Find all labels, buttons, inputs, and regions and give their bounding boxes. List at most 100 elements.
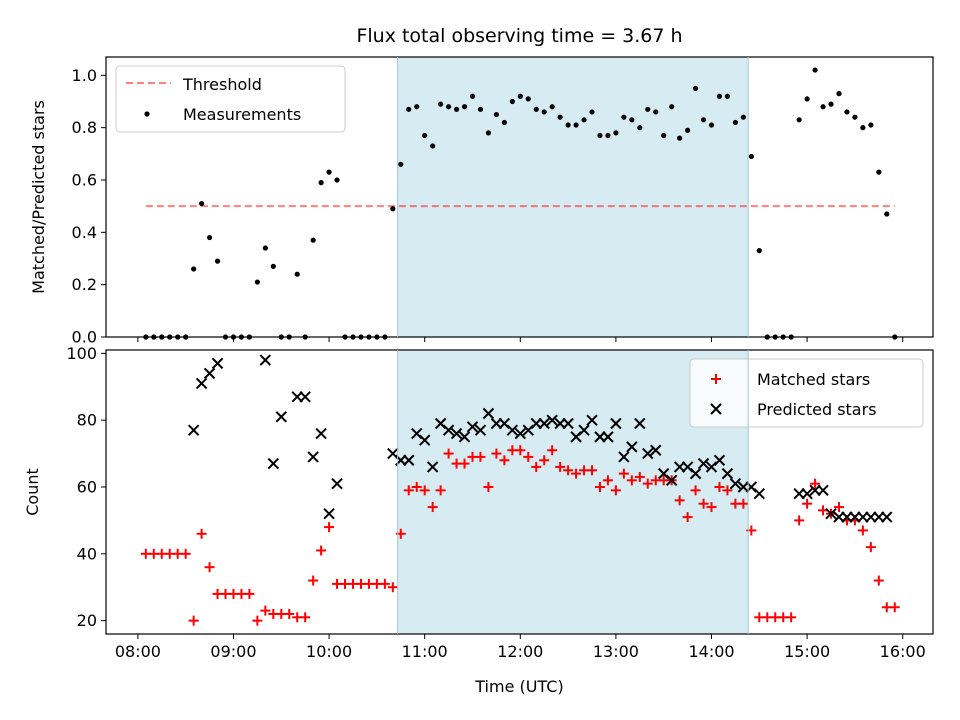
predicted-star-point — [578, 424, 590, 436]
y-tick-label: 40 — [77, 544, 97, 563]
predicted-star-point — [331, 477, 343, 490]
measurement-point — [645, 106, 651, 112]
measurement-point — [477, 106, 484, 112]
matched-star-point — [714, 481, 725, 492]
measurement-point — [724, 93, 731, 99]
measurement-point — [199, 200, 205, 207]
matched-star-point — [571, 468, 582, 479]
matched-star-point — [244, 588, 255, 599]
y-tick-label: 0.4 — [72, 223, 97, 242]
matched-star-point — [810, 478, 821, 489]
y-tick-label: 0.2 — [72, 275, 97, 294]
matched-star-point — [443, 448, 454, 459]
matched-star-point — [690, 485, 701, 496]
measurement-point — [613, 130, 619, 136]
predicted-star-point — [299, 391, 311, 403]
predicted-star-point — [458, 431, 471, 443]
matched-star-point — [610, 485, 621, 496]
x-tick-label: 08:00 — [115, 642, 161, 661]
matched-star-point — [722, 485, 733, 496]
measurement-point — [716, 93, 723, 99]
measurement-point — [597, 132, 603, 139]
matched-star-point — [523, 451, 534, 462]
measurement-point — [485, 130, 492, 136]
legend: Matched stars Predicted stars — [689, 358, 924, 428]
predicted-star-point — [817, 484, 829, 497]
matched-star-point — [427, 502, 438, 513]
matched-star-point — [475, 451, 486, 462]
predicted-star-point — [211, 357, 224, 370]
ratio-marks — [143, 67, 898, 340]
predicted-star-point — [618, 451, 630, 463]
predicted-star-point — [626, 441, 638, 453]
measurement-point — [661, 132, 667, 139]
measurement-point — [453, 106, 460, 112]
predicted-star-point — [506, 424, 519, 436]
predicted-star-point — [195, 377, 208, 390]
matched-star-point — [626, 475, 637, 486]
x-tick-label: 09:00 — [210, 642, 256, 661]
measurement-point — [214, 258, 221, 264]
y-tick-label: 0.0 — [72, 328, 97, 347]
matched-star-point — [682, 512, 693, 523]
matched-star-point — [300, 612, 311, 623]
measurement-point — [549, 104, 555, 110]
matched-star-point — [308, 575, 319, 586]
measurement-point — [438, 101, 444, 107]
measurement-point — [669, 104, 675, 110]
predicted-star-point — [259, 354, 272, 366]
y-tick-label: 60 — [77, 477, 97, 496]
measurement-point — [541, 109, 547, 115]
matched-star-point — [284, 608, 295, 619]
matched-star-point — [539, 455, 550, 466]
measurement-point — [469, 93, 476, 99]
predicted-star-point — [323, 508, 335, 520]
predicted-star-point — [538, 417, 550, 430]
matched-star-point — [594, 481, 605, 492]
matched-star-point — [794, 515, 805, 526]
predicted-star-point — [275, 411, 287, 423]
measurement-point — [430, 143, 436, 149]
legend-matched-label: Matched stars — [757, 370, 870, 389]
measurement-point — [445, 104, 452, 110]
matched-star-point — [316, 545, 327, 556]
measurement-point — [525, 96, 531, 102]
measurement-point — [621, 114, 627, 120]
measurement-point — [852, 114, 858, 120]
plot-frame — [105, 349, 934, 635]
measurement-point — [191, 266, 197, 272]
ratio-panel: 0.0 0.2 0.4 0.6 0.8 1.0 Flux total observing … — [29, 25, 934, 347]
measurement-point — [398, 161, 404, 167]
x-tick-label: 13:00 — [593, 642, 639, 661]
predicted-star-point — [610, 417, 622, 430]
measurement-point — [756, 248, 762, 254]
x-tick-label: 11:00 — [402, 642, 448, 661]
measurement-point — [629, 117, 635, 123]
count-marks — [140, 354, 900, 626]
predicted-star-point — [418, 434, 431, 446]
y-axis-label: Count — [23, 468, 42, 516]
measurement-point — [804, 96, 810, 102]
matched-star-point — [196, 528, 207, 539]
measurement-point — [844, 109, 850, 115]
matched-star-point — [889, 602, 900, 613]
matched-star-point — [786, 612, 797, 623]
measurement-point — [270, 263, 276, 269]
matched-star-point — [865, 542, 876, 553]
matched-star-point — [252, 615, 263, 626]
y-tick-label: 80 — [77, 411, 97, 430]
measurement-point — [406, 106, 412, 112]
measurement-point — [868, 122, 874, 128]
matched-star-point — [379, 578, 390, 589]
measurement-point — [310, 237, 316, 243]
plot-frame — [105, 56, 934, 338]
predicted-star-point — [634, 417, 646, 430]
measurement-point — [557, 114, 563, 120]
measurement-point — [565, 122, 571, 128]
matched-star-point — [411, 481, 422, 492]
measurement-point — [692, 85, 699, 92]
measurement-point — [884, 211, 890, 217]
matched-star-point — [563, 465, 574, 476]
matched-star-point — [634, 471, 645, 482]
measurement-point — [318, 180, 324, 186]
